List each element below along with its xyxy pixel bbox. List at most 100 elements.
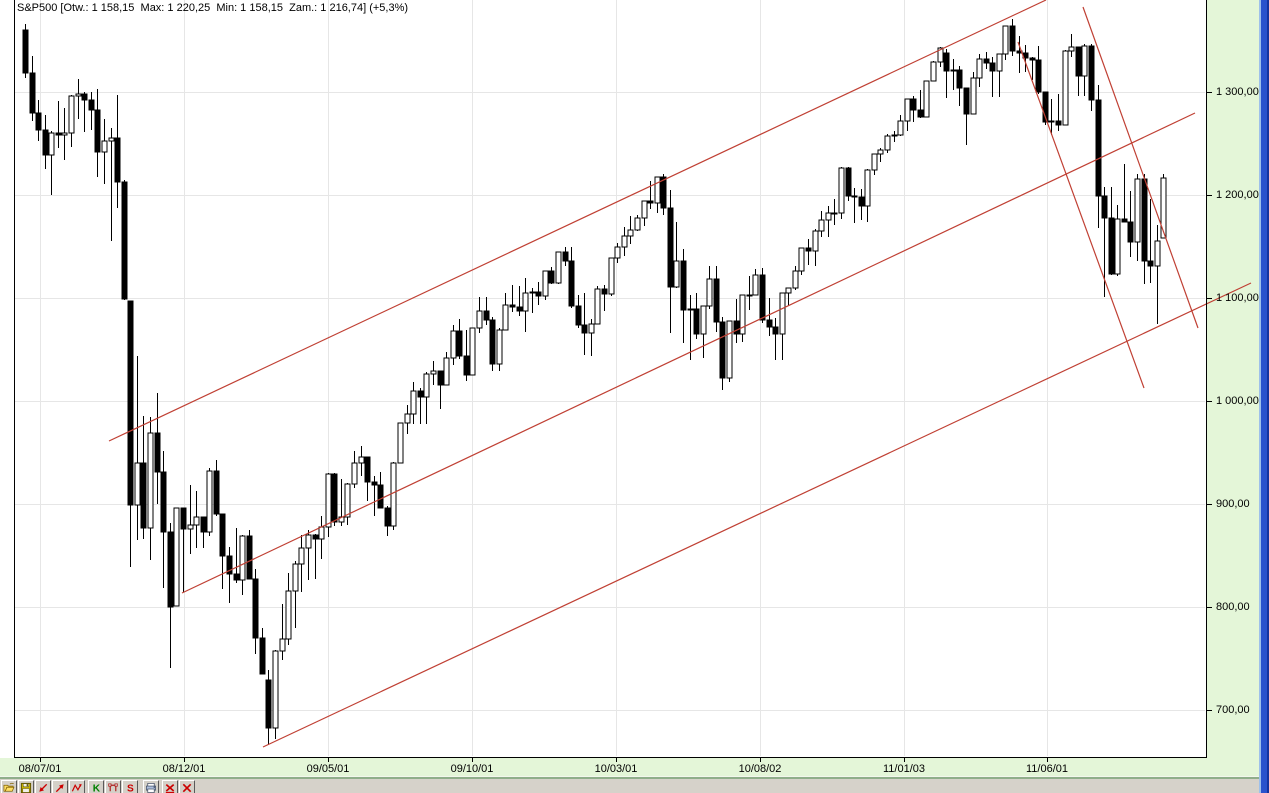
candle (548, 267, 555, 284)
candle (891, 131, 898, 142)
candle (805, 239, 812, 265)
candle (456, 319, 463, 359)
candle (29, 56, 36, 121)
candle (680, 249, 687, 343)
trendline-ascending-channel-lower[interactable] (262, 282, 1252, 748)
candles-layer (22, 19, 1167, 745)
candle (377, 472, 384, 509)
y-axis: 1 300,00 1 200,00 1 100,00 1 000,00 900,00 80… (1207, 0, 1259, 776)
candle (963, 87, 970, 145)
candle (700, 305, 707, 358)
candle (48, 131, 55, 195)
toolbar-button-open[interactable] (1, 780, 17, 793)
candle (1121, 164, 1128, 223)
candle (693, 293, 700, 339)
candle (917, 90, 924, 118)
candle (325, 473, 332, 537)
candle (489, 317, 496, 371)
candle (864, 169, 871, 222)
candle (726, 320, 733, 382)
candle (127, 300, 134, 567)
candle (838, 167, 845, 219)
candle (423, 372, 430, 424)
candle (1042, 91, 1049, 125)
red-zigzag-icon (71, 782, 83, 793)
candle (483, 297, 490, 325)
toolbar-button-channel-tool[interactable] (105, 780, 121, 793)
floppy-save-icon (20, 782, 32, 793)
candle (285, 573, 292, 645)
red-arrow-up-right-icon (54, 782, 66, 793)
candle (496, 328, 503, 371)
candle (529, 288, 536, 313)
candle (970, 72, 977, 115)
toolbar-button-zigzag-line[interactable] (69, 780, 85, 793)
candle (509, 285, 516, 312)
candle (364, 456, 371, 501)
y-axis-label: 1 000,00 (1216, 395, 1259, 407)
candle (910, 96, 917, 122)
candle (167, 523, 174, 668)
candle (180, 507, 187, 592)
candle (588, 319, 595, 356)
trendline-ascending-channel-middle[interactable] (181, 112, 1196, 594)
candle (417, 388, 424, 424)
toolbar-button-s-tool[interactable]: S (122, 780, 138, 793)
candle (114, 95, 121, 208)
toolbar-button-delete-marked[interactable] (162, 780, 178, 793)
toolbar-button-line-up[interactable] (52, 780, 68, 793)
trendline-ascending-channel-upper[interactable] (108, 0, 1047, 442)
trendlines-layer (108, 0, 1252, 748)
trendline-descending-channel-left[interactable] (1017, 41, 1145, 389)
candle (68, 95, 75, 147)
candle (35, 100, 42, 141)
candle (667, 190, 674, 333)
candle (1002, 25, 1009, 60)
candle (976, 54, 983, 87)
y-axis-label: 1 100,00 (1216, 292, 1259, 304)
candle (1114, 205, 1121, 276)
svg-text:S: S (127, 784, 134, 793)
y-axis-label: 700,00 (1216, 704, 1250, 716)
red-s-icon: S (124, 782, 136, 793)
printer-icon (145, 782, 157, 793)
candle (1160, 174, 1167, 239)
gridlines (15, 0, 1205, 756)
candle (831, 199, 838, 225)
toolbar-button-delete[interactable] (179, 780, 195, 793)
candle (55, 101, 62, 148)
candle (535, 282, 542, 305)
toolbar-button-save[interactable] (18, 780, 34, 793)
x-axis-label: 08/12/01 (162, 763, 206, 775)
x-axis-label: 10/03/01 (594, 763, 638, 775)
candle (851, 188, 858, 223)
red-pi-tool-icon (107, 782, 119, 793)
red-x-strike-icon (164, 782, 176, 793)
candle (1088, 44, 1095, 111)
candle (147, 417, 154, 560)
x-axis-label: 08/07/01 (18, 763, 62, 775)
candle (200, 516, 207, 548)
candle (430, 361, 437, 385)
candle (1081, 44, 1088, 96)
candle (897, 115, 904, 136)
candle (173, 507, 180, 607)
candle (75, 79, 82, 119)
candle (213, 460, 220, 516)
toolbar-button-print[interactable] (143, 780, 159, 793)
candle (1048, 99, 1055, 135)
toolbar-button-k-tool[interactable]: K (88, 780, 104, 793)
candle (121, 180, 128, 300)
toolbar-button-line-down[interactable] (35, 780, 51, 793)
trendline-descending-channel-right[interactable] (1082, 6, 1199, 329)
candle (344, 483, 351, 525)
candle (88, 92, 95, 130)
candle (575, 295, 582, 328)
candle (101, 119, 108, 184)
green-k-icon: K (90, 782, 102, 793)
candle (371, 476, 378, 516)
candle (390, 462, 397, 530)
candle (410, 382, 417, 424)
